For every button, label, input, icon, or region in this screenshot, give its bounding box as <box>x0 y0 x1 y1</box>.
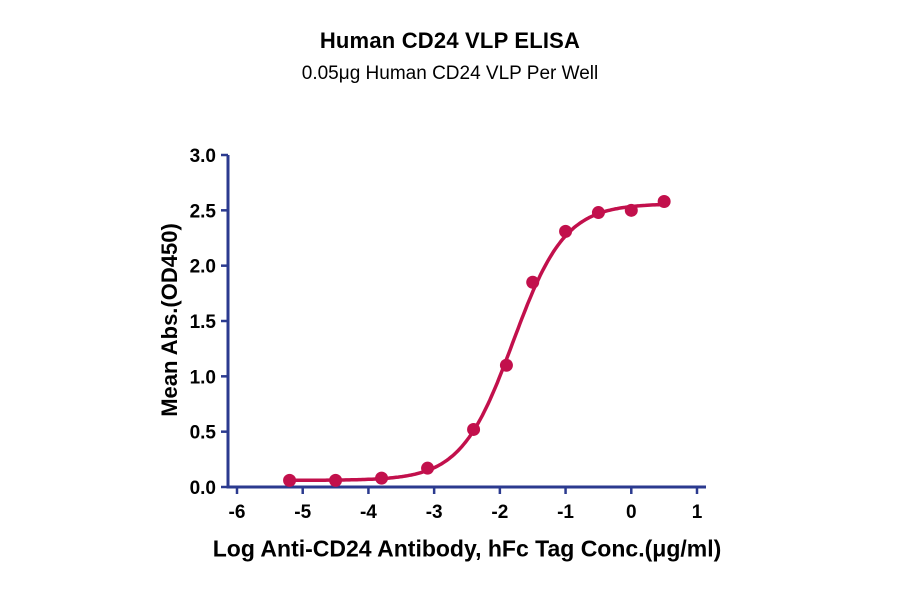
fit-curve <box>287 202 666 483</box>
data-point <box>559 224 573 238</box>
data-point <box>624 203 638 217</box>
x-axis-label: Log Anti-CD24 Antibody, hFc Tag Conc.(μg… <box>212 535 722 562</box>
x-tick-label: 1 <box>692 502 703 523</box>
y-tick-label: 0.0 <box>190 478 216 499</box>
data-point <box>467 422 481 436</box>
x-tick-label: -2 <box>491 502 508 523</box>
y-tick-label: 3.0 <box>190 146 216 167</box>
x-tick-label: 0 <box>626 502 637 523</box>
data-point <box>329 473 343 487</box>
x-tick-label: -5 <box>294 502 311 523</box>
data-point <box>657 194 671 208</box>
y-tick-label: 2.0 <box>190 257 216 278</box>
x-tick-label: -4 <box>360 502 377 523</box>
y-tick-label: 0.5 <box>190 423 217 444</box>
data-point <box>421 461 435 475</box>
y-tick-label: 1.0 <box>190 367 216 388</box>
chart-title: Human CD24 VLP ELISA <box>319 28 581 53</box>
x-tick-label: -6 <box>229 502 246 523</box>
x-tick-label: -1 <box>557 502 574 523</box>
y-tick-label: 1.5 <box>190 312 217 333</box>
data-point <box>591 206 605 220</box>
data-point <box>375 471 389 485</box>
chart-subtitle: 0.05μg Human CD24 VLP Per Well <box>301 63 599 84</box>
chart-header: Human CD24 VLP ELISA 0.05μg Human CD24 V… <box>0 28 900 85</box>
data-point <box>499 358 513 372</box>
y-tick-label: 2.5 <box>190 201 217 222</box>
x-tick-label: -3 <box>426 502 443 523</box>
data-point <box>526 275 540 289</box>
data-point <box>283 473 297 487</box>
